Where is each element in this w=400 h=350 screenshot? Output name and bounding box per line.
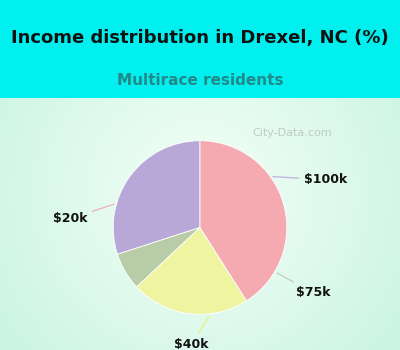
Wedge shape xyxy=(137,228,246,314)
Text: $40k: $40k xyxy=(174,316,209,350)
Wedge shape xyxy=(113,141,200,254)
Text: City-Data.com: City-Data.com xyxy=(252,128,332,138)
Text: $100k: $100k xyxy=(273,173,348,186)
Text: $75k: $75k xyxy=(277,273,330,299)
Wedge shape xyxy=(200,141,287,301)
Text: $20k: $20k xyxy=(52,204,114,225)
Text: Income distribution in Drexel, NC (%): Income distribution in Drexel, NC (%) xyxy=(11,29,389,48)
Wedge shape xyxy=(118,228,200,287)
Text: Multirace residents: Multirace residents xyxy=(117,73,283,88)
